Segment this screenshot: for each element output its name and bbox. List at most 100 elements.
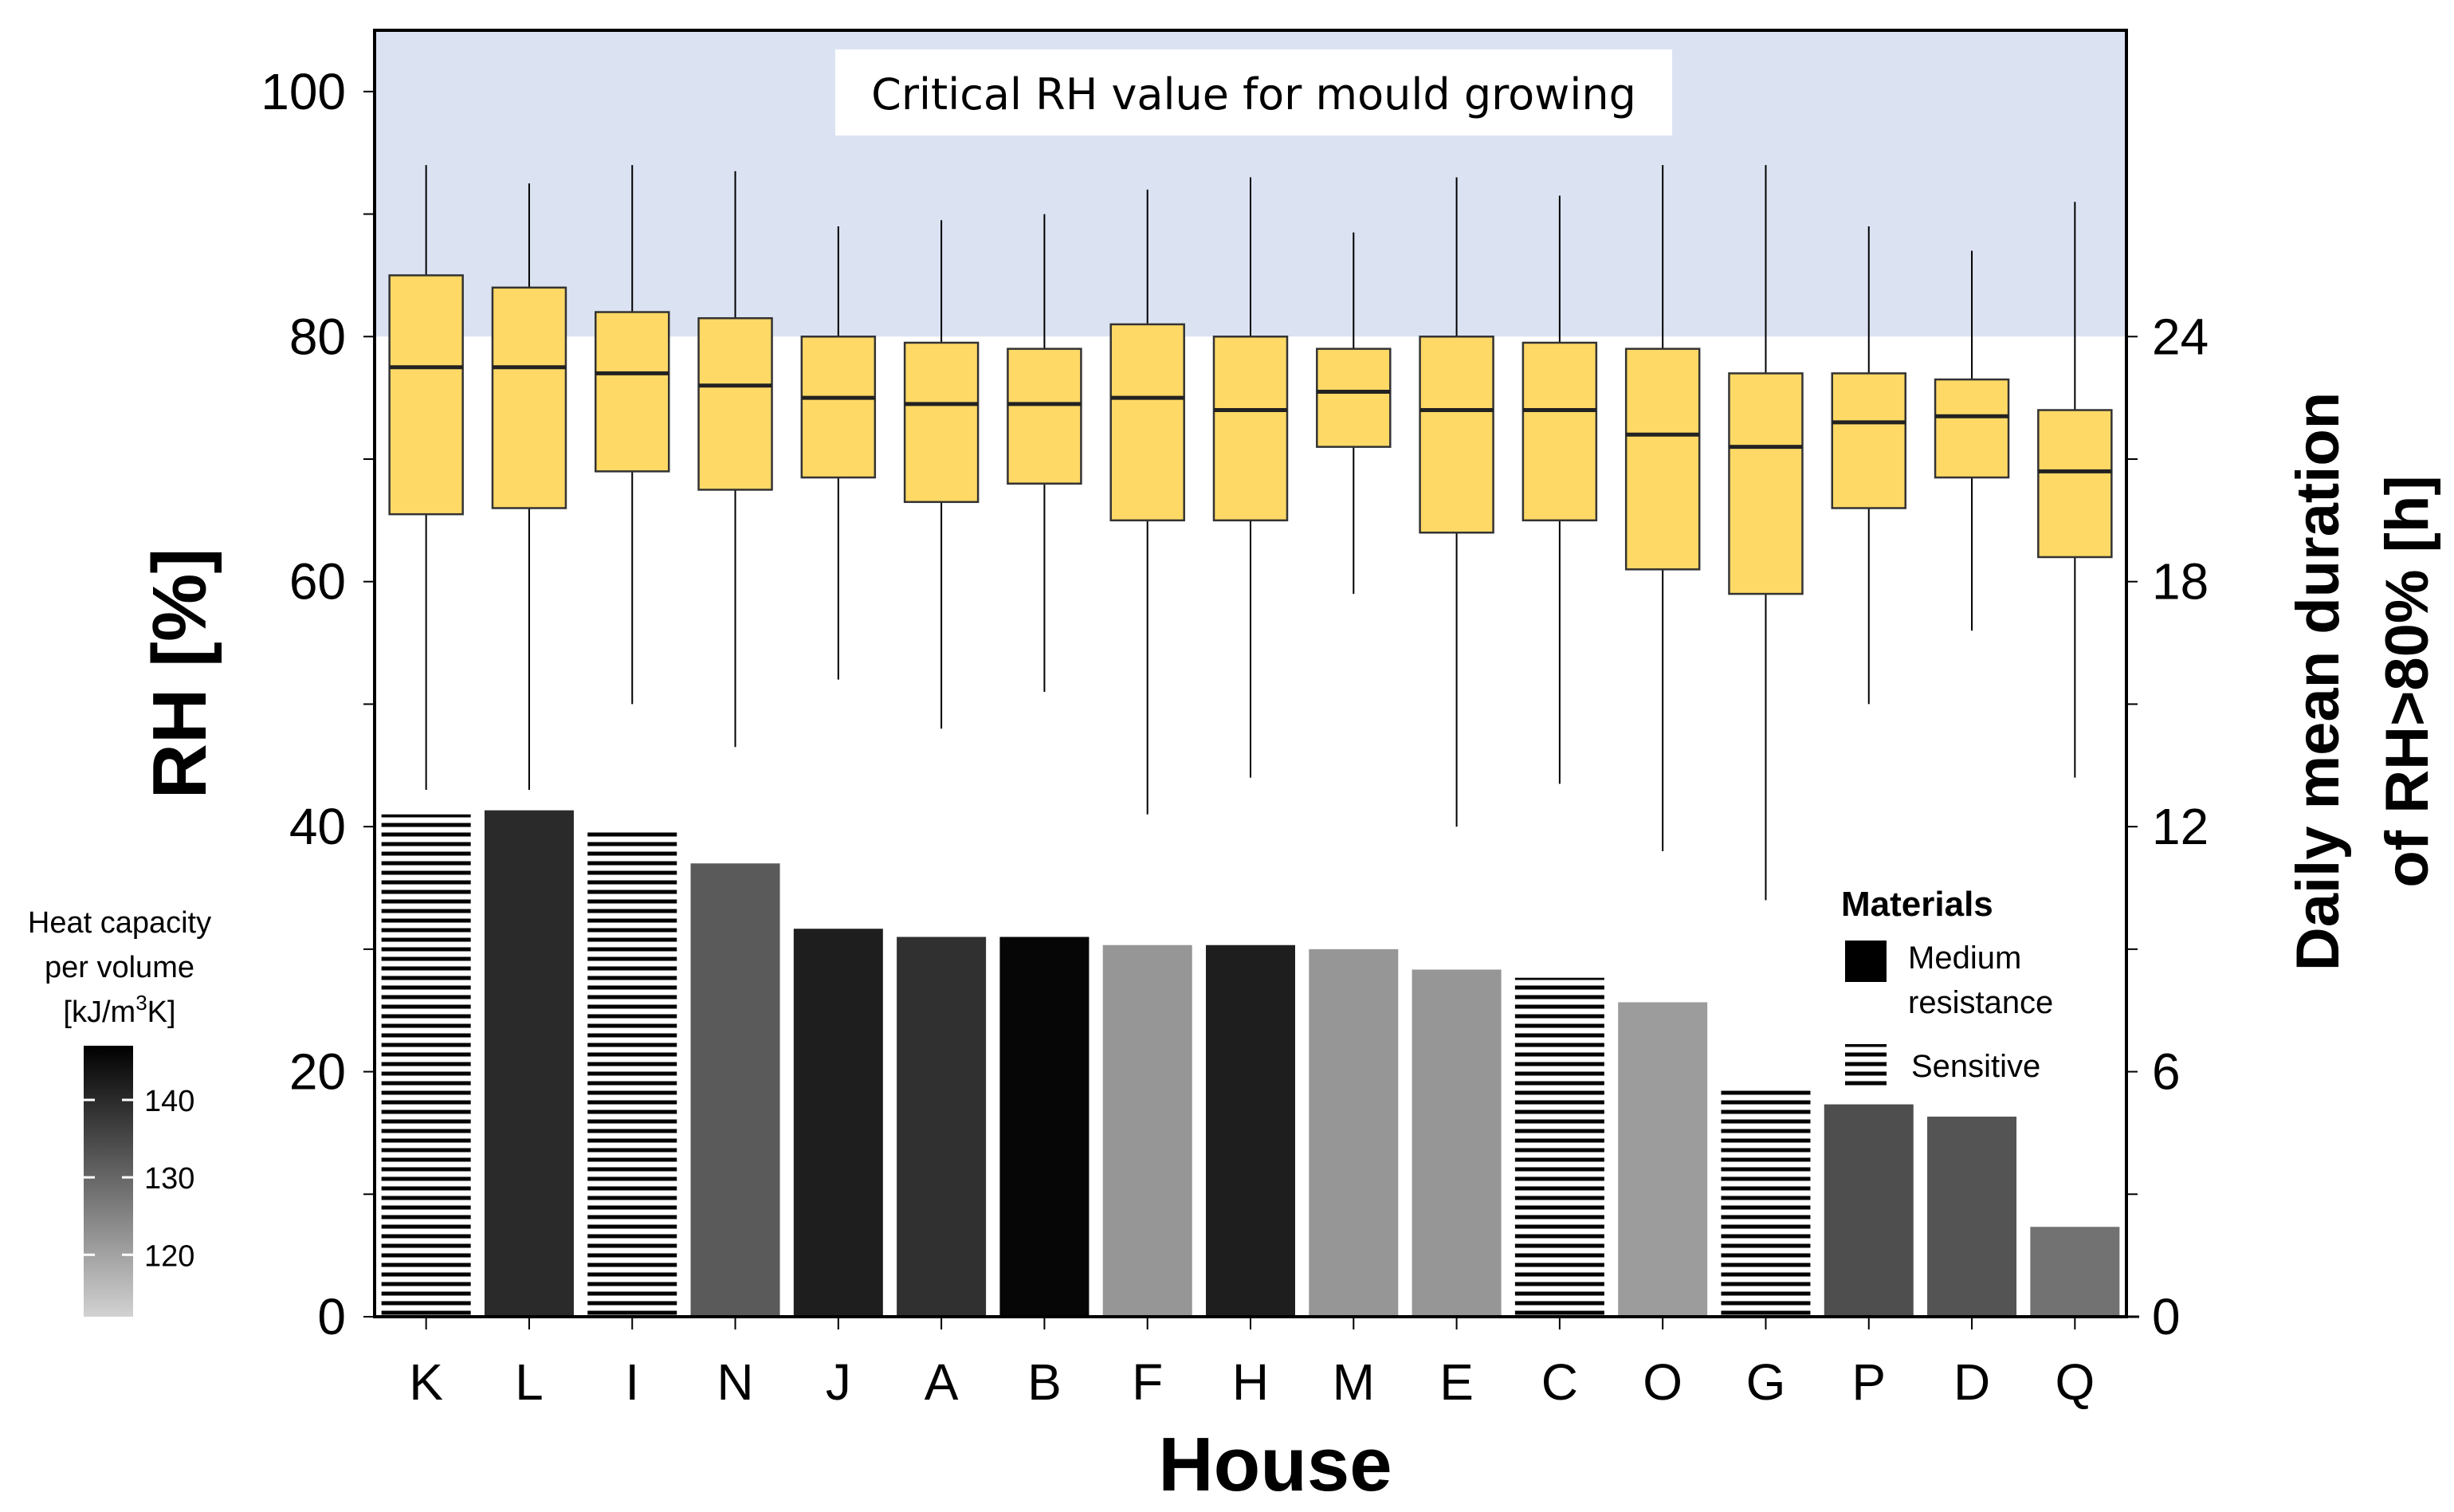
right-y-axis: 0 6 12 18 24 bbox=[2126, 308, 2209, 1345]
legend-label-medium-line-1: Medium bbox=[1908, 941, 2021, 976]
x-tick-label: D bbox=[1953, 1353, 1990, 1411]
rh-boxplots bbox=[388, 165, 2113, 901]
box-iqr-A bbox=[903, 341, 980, 504]
left-tick-label: 80 bbox=[289, 308, 346, 365]
colorbar-unit-suffix: K] bbox=[147, 996, 176, 1029]
colorbar-tick-label: 130 bbox=[144, 1162, 194, 1196]
box-iqr-C bbox=[1521, 341, 1598, 522]
left-tick-label: 0 bbox=[317, 1288, 346, 1345]
right-tick-label: 24 bbox=[2152, 308, 2209, 365]
box-iqr-Q bbox=[2037, 409, 2113, 559]
x-tick-label: F bbox=[1132, 1353, 1163, 1411]
legend-swatch-sensitive bbox=[1845, 1044, 1887, 1086]
box-E bbox=[1419, 177, 1494, 827]
x-tick-label: Q bbox=[2055, 1353, 2095, 1411]
y-axis-left-title: RH [%] bbox=[137, 548, 222, 799]
right-tick-label: 6 bbox=[2152, 1043, 2181, 1101]
box-iqr-G bbox=[1728, 372, 1804, 595]
legend-label-sensitive: Sensitive bbox=[1911, 1049, 2040, 1084]
box-iqr-B bbox=[1007, 348, 1082, 485]
bar-N bbox=[690, 863, 780, 1317]
bar-Q bbox=[2030, 1227, 2120, 1317]
left-y-axis: 0 20 40 60 80 100 bbox=[261, 63, 375, 1345]
bar-E bbox=[1412, 969, 1502, 1317]
x-tick-label: C bbox=[1541, 1353, 1578, 1411]
x-tick-label: K bbox=[409, 1353, 443, 1411]
box-iqr-O bbox=[1624, 348, 1701, 571]
x-tick-label: B bbox=[1027, 1353, 1062, 1411]
colorbar-unit-prefix: [kJ/m bbox=[63, 996, 135, 1029]
bar-C bbox=[1514, 977, 1604, 1317]
left-tick-label: 20 bbox=[289, 1043, 346, 1101]
x-tick-label: N bbox=[717, 1353, 753, 1411]
y-axis-right-title-line-1: Daily mean duration bbox=[2284, 392, 2352, 971]
heat-capacity-colorbar: Heat capacity per volume [kJ/m3K] 120 130… bbox=[28, 906, 211, 1317]
x-tick-label: O bbox=[1643, 1353, 1682, 1411]
x-tick-label: G bbox=[1746, 1353, 1786, 1411]
colorbar-tick-label: 120 bbox=[144, 1239, 194, 1273]
box-iqr-H bbox=[1212, 336, 1289, 522]
critical-rh-label-background bbox=[835, 49, 1672, 135]
materials-legend: Materials Medium resistance Sensitive bbox=[1841, 885, 2053, 1086]
bar-A bbox=[897, 937, 987, 1317]
x-tick-label: P bbox=[1851, 1353, 1886, 1411]
x-tick-label: A bbox=[925, 1353, 959, 1411]
box-P bbox=[1831, 226, 1907, 705]
x-axis-title: House bbox=[1158, 1422, 1392, 1507]
box-iqr-P bbox=[1831, 372, 1907, 509]
right-tick-label: 18 bbox=[2152, 553, 2209, 611]
bar-J bbox=[793, 929, 883, 1317]
bar-B bbox=[999, 937, 1090, 1317]
critical-rh-label: Critical RH value for mould growing bbox=[871, 69, 1636, 120]
box-G bbox=[1728, 165, 1804, 901]
box-C bbox=[1521, 195, 1598, 784]
bar-H bbox=[1206, 945, 1295, 1317]
right-tick-label: 12 bbox=[2152, 798, 2209, 855]
colorbar-unit: [kJ/m3K] bbox=[63, 991, 175, 1029]
colorbar-gradient bbox=[84, 1046, 133, 1317]
x-tick-label: M bbox=[1333, 1353, 1375, 1411]
colorbar-title-line-1: Heat capacity bbox=[28, 906, 211, 940]
legend-title: Materials bbox=[1841, 885, 1993, 924]
legend-swatch-medium-resistance bbox=[1845, 941, 1887, 982]
x-tick-label: I bbox=[625, 1353, 639, 1411]
legend-label-medium-line-2: resistance bbox=[1908, 985, 2053, 1020]
bar-L bbox=[484, 810, 574, 1317]
x-tick-label: J bbox=[826, 1353, 851, 1411]
bar-F bbox=[1102, 945, 1192, 1317]
box-iqr-N bbox=[697, 316, 773, 491]
box-iqr-K bbox=[388, 274, 464, 516]
box-N bbox=[697, 171, 773, 748]
box-A bbox=[903, 220, 980, 729]
box-iqr-J bbox=[800, 336, 877, 479]
colorbar-tick-label: 140 bbox=[144, 1085, 194, 1118]
box-H bbox=[1212, 177, 1289, 778]
box-iqr-D bbox=[1934, 378, 2010, 479]
box-iqr-F bbox=[1109, 323, 1185, 522]
left-tick-label: 100 bbox=[261, 63, 346, 120]
box-O bbox=[1624, 165, 1701, 851]
box-K bbox=[388, 165, 464, 791]
box-Q bbox=[2037, 202, 2113, 778]
box-I bbox=[594, 165, 670, 705]
duration-bars bbox=[381, 810, 2120, 1317]
bar-G bbox=[1721, 1088, 1811, 1317]
x-tick-label: H bbox=[1232, 1353, 1269, 1411]
box-iqr-E bbox=[1419, 336, 1494, 534]
left-tick-label: 60 bbox=[289, 553, 346, 611]
box-iqr-I bbox=[594, 311, 670, 473]
colorbar-ticks: 120 130 140 bbox=[84, 1085, 194, 1273]
y-axis-right-title-line-2: of RH>80% [h] bbox=[2374, 475, 2441, 887]
bar-D bbox=[1927, 1116, 2017, 1317]
left-tick-label: 40 bbox=[289, 798, 346, 855]
x-tick-label: E bbox=[1439, 1353, 1474, 1411]
bar-K bbox=[381, 814, 471, 1317]
box-D bbox=[1934, 250, 2010, 631]
bar-I bbox=[587, 831, 677, 1317]
box-iqr-M bbox=[1316, 348, 1392, 448]
colorbar-unit-superscript: 3 bbox=[135, 991, 147, 1015]
bar-O bbox=[1618, 1002, 1708, 1317]
box-M bbox=[1316, 232, 1392, 595]
